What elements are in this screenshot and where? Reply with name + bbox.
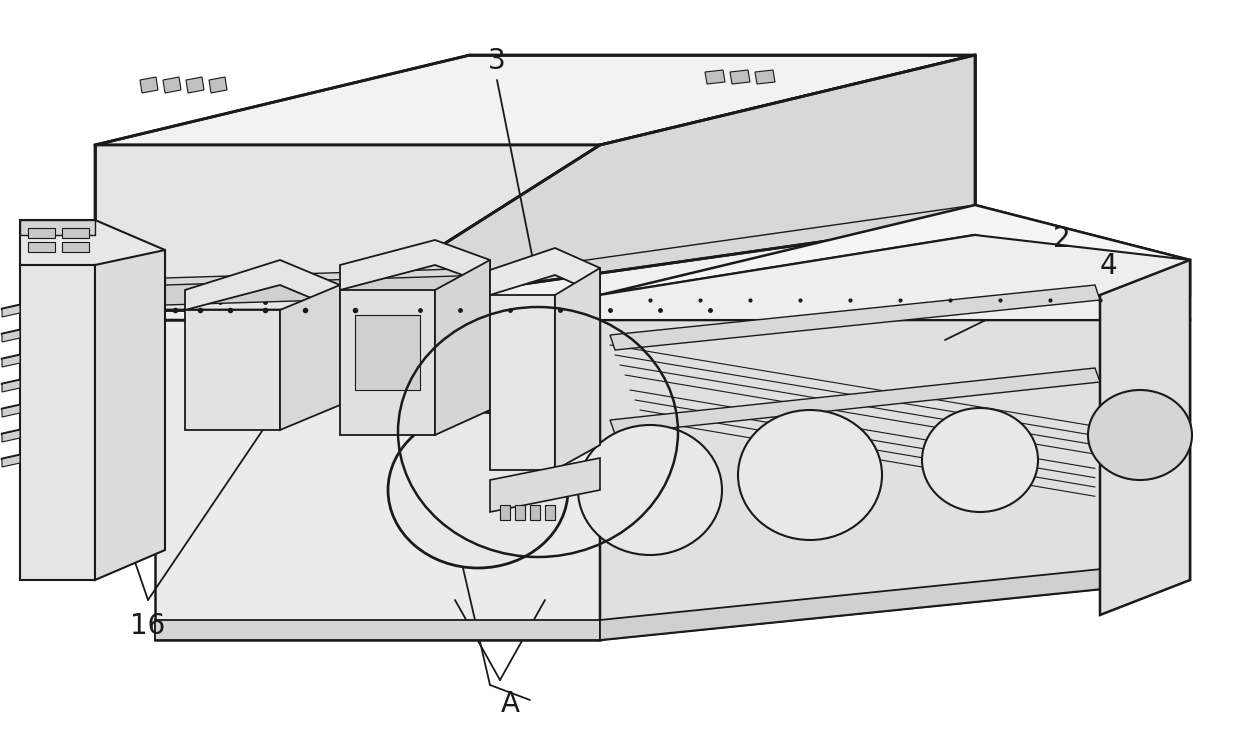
Polygon shape: [29, 242, 55, 252]
Polygon shape: [2, 355, 20, 367]
Polygon shape: [62, 242, 89, 252]
Text: 1: 1: [1146, 278, 1164, 306]
Polygon shape: [29, 228, 55, 238]
Text: 4: 4: [1099, 252, 1117, 280]
Polygon shape: [185, 310, 280, 430]
Polygon shape: [610, 368, 1100, 434]
Polygon shape: [755, 70, 775, 84]
Text: 2: 2: [1053, 225, 1071, 253]
Polygon shape: [600, 235, 1190, 320]
Polygon shape: [340, 290, 435, 435]
Polygon shape: [95, 145, 600, 310]
Polygon shape: [529, 505, 539, 520]
Polygon shape: [155, 620, 600, 640]
Polygon shape: [2, 330, 20, 342]
Polygon shape: [210, 77, 227, 93]
Ellipse shape: [738, 410, 882, 540]
Polygon shape: [62, 228, 89, 238]
Polygon shape: [600, 560, 1190, 640]
Polygon shape: [20, 265, 95, 580]
Polygon shape: [546, 505, 556, 520]
Polygon shape: [140, 77, 157, 93]
Polygon shape: [340, 55, 975, 310]
Polygon shape: [556, 268, 600, 470]
Polygon shape: [186, 77, 205, 93]
Polygon shape: [490, 458, 600, 512]
Polygon shape: [515, 505, 525, 520]
Polygon shape: [706, 70, 725, 84]
Polygon shape: [2, 305, 20, 317]
Polygon shape: [730, 70, 750, 84]
Polygon shape: [165, 268, 490, 295]
Polygon shape: [162, 77, 181, 93]
Polygon shape: [340, 240, 490, 290]
Polygon shape: [490, 248, 600, 295]
Polygon shape: [155, 205, 1190, 320]
Polygon shape: [435, 260, 490, 435]
Polygon shape: [185, 260, 340, 310]
Ellipse shape: [388, 412, 568, 568]
Ellipse shape: [923, 408, 1038, 512]
Polygon shape: [280, 285, 340, 430]
Polygon shape: [2, 405, 20, 417]
Polygon shape: [20, 220, 165, 295]
Ellipse shape: [1087, 390, 1192, 480]
Text: 3: 3: [489, 47, 506, 75]
Polygon shape: [610, 285, 1100, 350]
Polygon shape: [2, 455, 20, 467]
Polygon shape: [600, 205, 1190, 295]
Ellipse shape: [578, 425, 722, 555]
Polygon shape: [490, 295, 556, 470]
Text: 16: 16: [130, 612, 166, 640]
Polygon shape: [165, 275, 490, 305]
Polygon shape: [355, 315, 420, 390]
Polygon shape: [95, 250, 165, 580]
Polygon shape: [1100, 260, 1190, 615]
Polygon shape: [155, 320, 600, 640]
Polygon shape: [500, 505, 510, 520]
Polygon shape: [20, 220, 95, 235]
Polygon shape: [95, 55, 975, 145]
Polygon shape: [2, 380, 20, 392]
Polygon shape: [600, 320, 1190, 640]
Text: A: A: [501, 690, 520, 718]
Polygon shape: [2, 430, 20, 442]
